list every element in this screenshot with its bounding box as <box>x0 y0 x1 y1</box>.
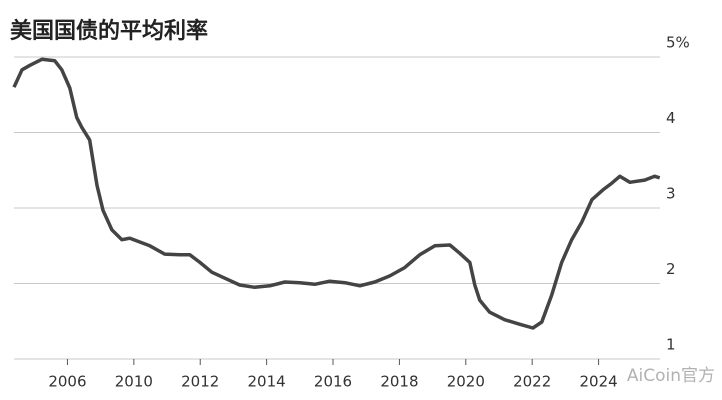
x-tick-label: 2016 <box>314 373 352 391</box>
x-tick-label: 2014 <box>248 373 286 391</box>
x-tick-label: 2024 <box>579 373 617 391</box>
watermark: AiCoin官方 <box>627 366 715 386</box>
x-tick-label: 2018 <box>380 373 418 391</box>
x-tick-label: 2006 <box>48 373 86 391</box>
x-tick-label: 2022 <box>513 373 551 391</box>
x-tick-label: 2020 <box>447 373 485 391</box>
data-line <box>12 57 661 330</box>
chart-title: 美国国债的平均利率 <box>10 18 208 44</box>
y-tick-label: 5% <box>666 34 690 52</box>
x-tick-label: 2012 <box>181 373 219 391</box>
y-tick-label: 2 <box>666 260 676 278</box>
y-tick-label: 1 <box>666 336 676 354</box>
y-tick-label: 3 <box>666 185 676 203</box>
y-tick-label: 4 <box>666 109 676 127</box>
x-tick-label: 2010 <box>115 373 153 391</box>
